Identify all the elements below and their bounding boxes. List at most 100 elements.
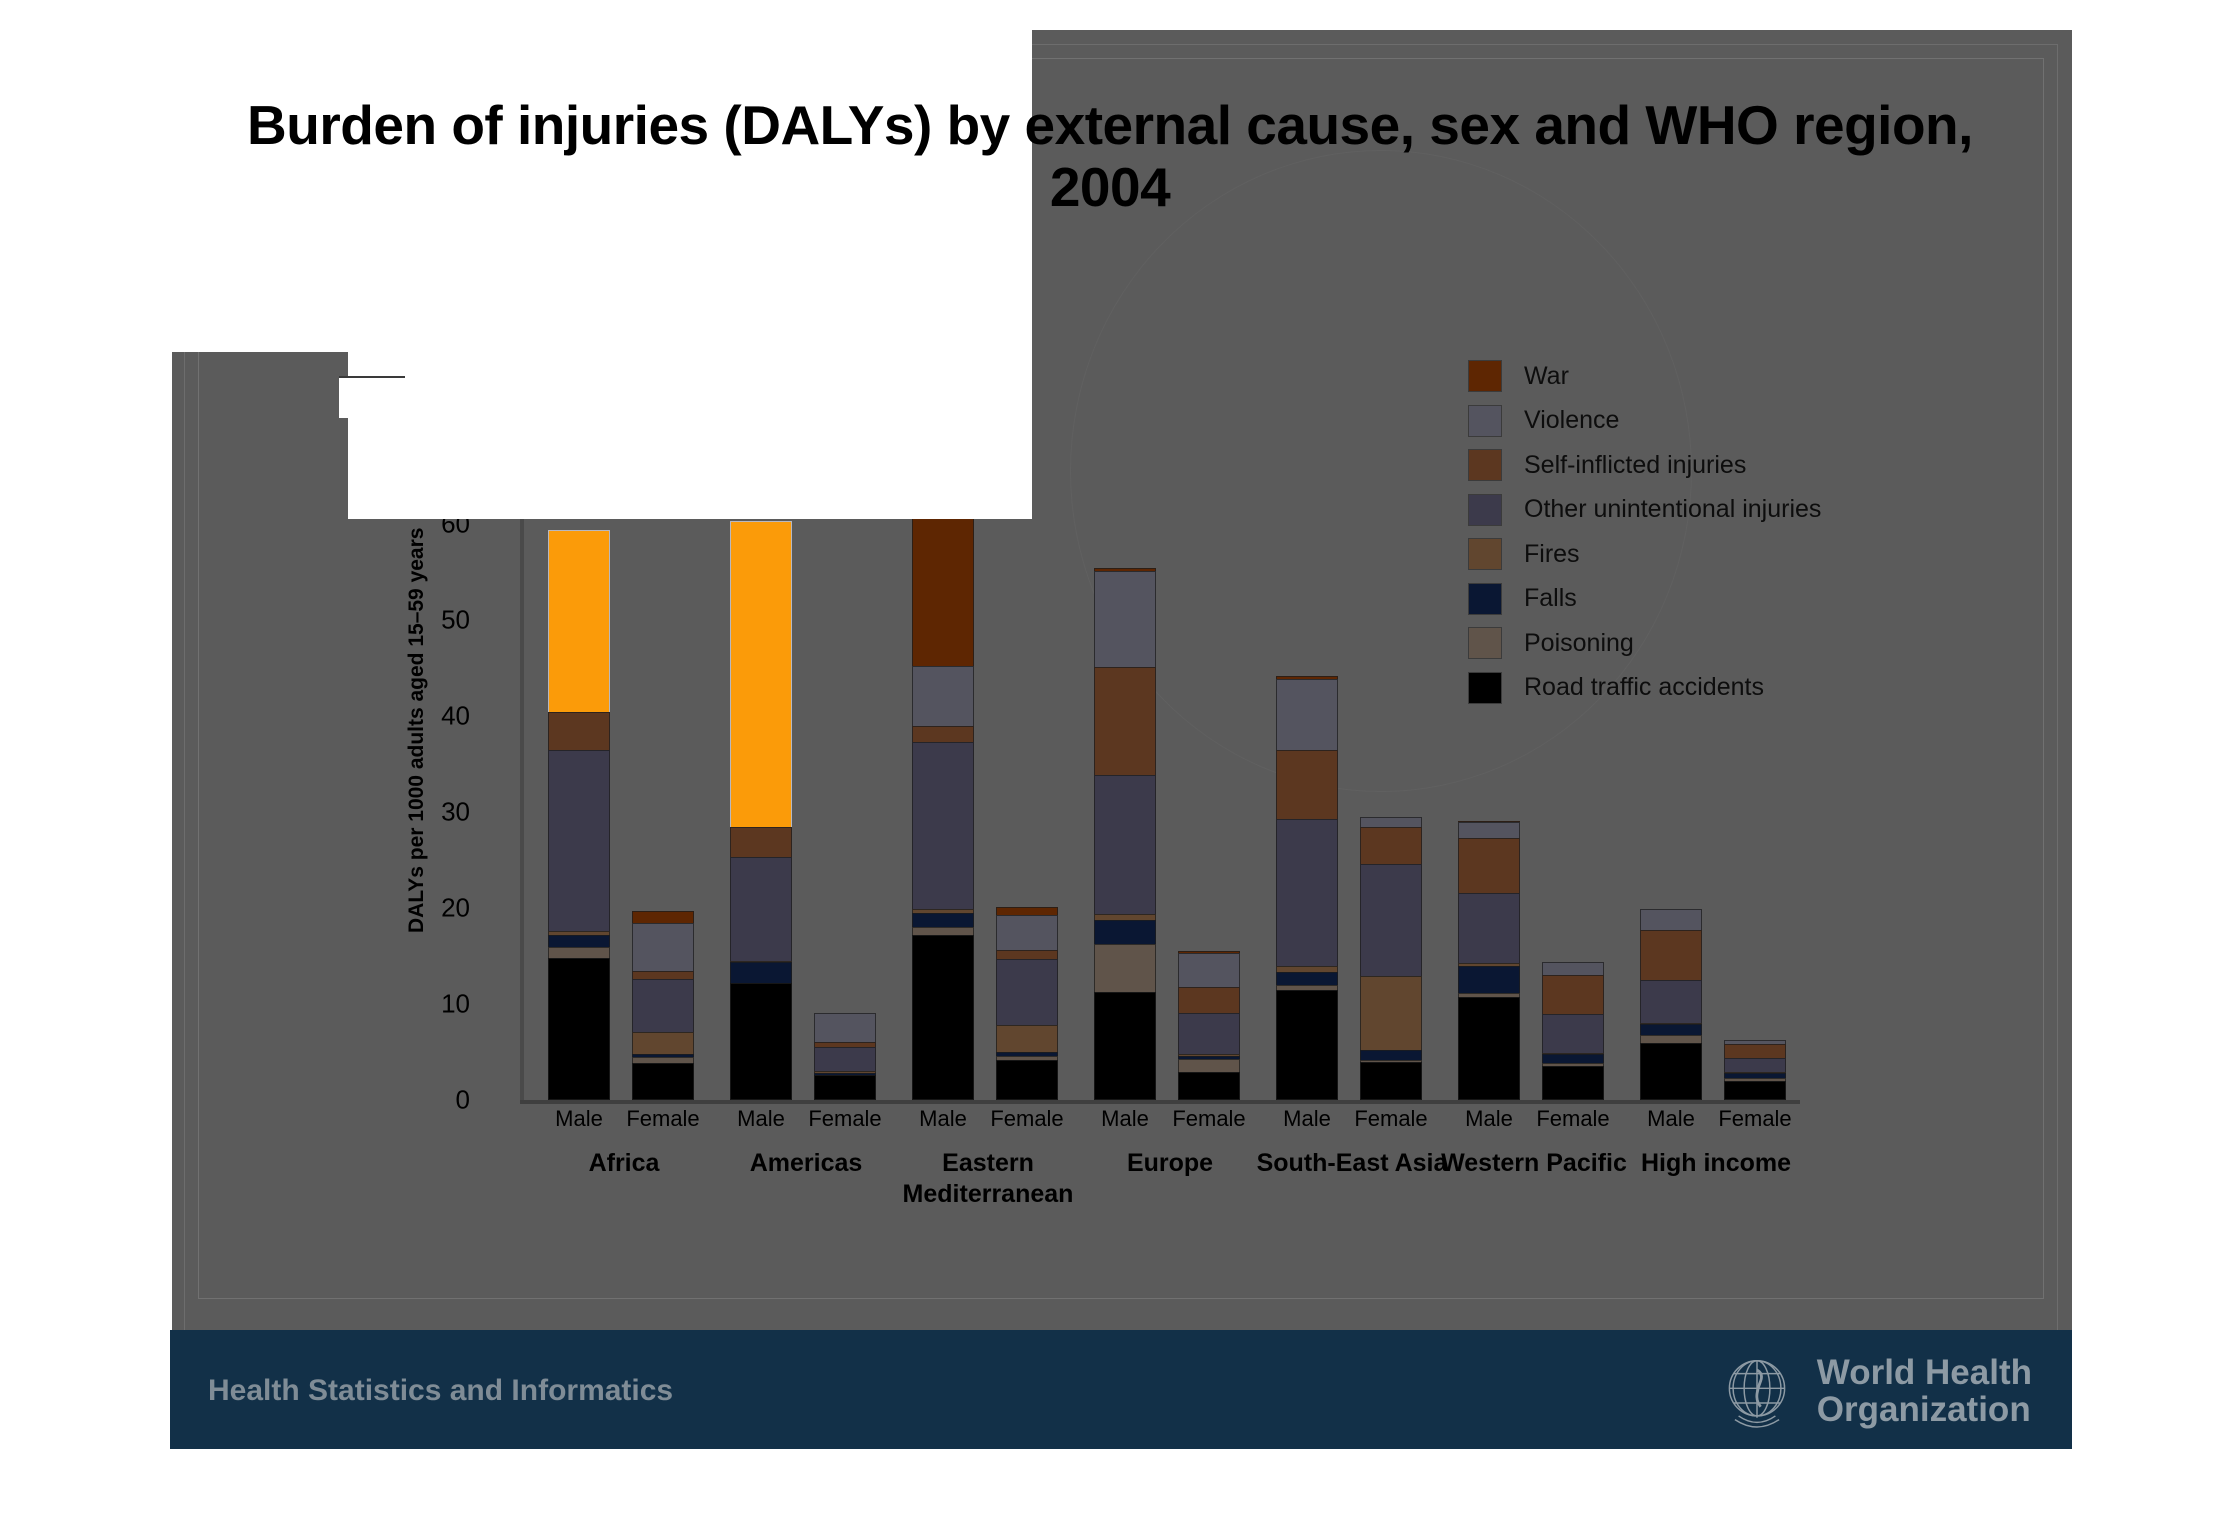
bar-segment: [1094, 774, 1156, 915]
x-axis-region-label: Africa: [588, 1149, 660, 1177]
stacked-bar[interactable]: [1178, 951, 1240, 1100]
bar-segment: [1724, 1080, 1786, 1100]
x-axis-sex-label: Male: [737, 1106, 785, 1131]
bar-segment: [996, 1024, 1058, 1054]
x-axis-sex-label: Female: [1172, 1106, 1246, 1131]
page-title: Burden of injuries (DALYs) by external c…: [247, 94, 1973, 218]
x-axis-sex-label: Male: [919, 1106, 967, 1131]
bar-segment: [1458, 965, 1520, 995]
who-logo: World Health Organization: [1709, 1346, 2032, 1438]
bar-group: Male Female Americas: [714, 332, 896, 1177]
bar-group: Male Female Europe: [1078, 332, 1260, 1177]
bar-segment: [1276, 819, 1338, 968]
bar-segment: [1640, 980, 1702, 1025]
bar-segment: [548, 712, 610, 752]
bar-segment: [912, 934, 974, 1100]
y-tick-label: 50: [441, 604, 470, 635]
stacked-bar[interactable]: [996, 907, 1058, 1100]
bar-segment: [1178, 1012, 1240, 1056]
legend-item[interactable]: Violence: [1468, 404, 1821, 437]
x-axis-region-label: Americas: [749, 1149, 863, 1177]
bar-segment: [996, 959, 1058, 1027]
x-axis-sex-label: Male: [1465, 1106, 1513, 1131]
bar-segment: [1458, 822, 1520, 840]
bar-segment: [1542, 1066, 1604, 1100]
bar-segment: [1178, 986, 1240, 1015]
bar-segment: [632, 922, 694, 973]
legend-swatch-violence: [1468, 404, 1502, 437]
legend-item[interactable]: Other unintentional injuries: [1468, 493, 1821, 526]
bar-segment: [632, 1031, 694, 1056]
bar-segment: [1458, 837, 1520, 895]
legend-label: Falls: [1524, 584, 1577, 612]
y-tick-label: 30: [441, 796, 470, 827]
bar-segment: [730, 520, 792, 829]
bar-segment: [730, 982, 792, 1100]
bar-segment: [814, 1046, 876, 1073]
stacked-bar[interactable]: [814, 1013, 876, 1100]
bar-segment: [1360, 827, 1422, 866]
x-axis-sex-label: Female: [808, 1106, 882, 1131]
stacked-bar[interactable]: [632, 910, 694, 1100]
bar-segment: [1542, 974, 1604, 1016]
bar-segment: [632, 1062, 694, 1100]
x-axis-sex-label: Female: [626, 1106, 700, 1131]
y-tick-label: 40: [441, 700, 470, 731]
bar-segment: [548, 530, 610, 714]
overlay-white-panel-lower: [348, 352, 1032, 519]
x-axis-sex-label: Male: [1283, 1106, 1331, 1131]
bar-segment: [912, 742, 974, 911]
stacked-bar[interactable]: [548, 530, 610, 1100]
bar-segment: [1094, 944, 1156, 994]
stacked-bar[interactable]: [1276, 675, 1338, 1100]
legend-label: War: [1524, 361, 1569, 390]
bar-segment: [730, 826, 792, 859]
chart-legend: War Violence Self-inflicted injuries Other …: [1468, 360, 1821, 716]
stacked-bar[interactable]: [1542, 962, 1604, 1100]
bar-segment: [814, 1075, 876, 1100]
stacked-bar[interactable]: [1360, 817, 1422, 1100]
y-tick-label: 10: [441, 988, 470, 1019]
bar-segment: [548, 957, 610, 1100]
legend-item[interactable]: Fires: [1468, 538, 1821, 570]
legend-swatch-war: [1468, 360, 1502, 392]
bar-segment: [1178, 952, 1240, 989]
stacked-bar[interactable]: [1724, 1039, 1786, 1100]
bar-segment: [1094, 570, 1156, 669]
bar-group: Male Female High income: [1624, 332, 1806, 1177]
overlay-white-top-margin: [1032, 0, 2216, 30]
bar-segment: [730, 962, 792, 985]
bar-segment: [1360, 1061, 1422, 1100]
stacked-bar[interactable]: [1458, 820, 1520, 1100]
slide-frame-inner: [198, 58, 2044, 1299]
x-axis-region-label: Europe: [1126, 1149, 1214, 1177]
who-emblem-icon: [1728, 1359, 1786, 1428]
bar-segment: [730, 856, 792, 963]
legend-item[interactable]: Falls: [1468, 582, 1821, 615]
bar-segment: [1542, 1013, 1604, 1055]
legend-swatch-other: [1468, 493, 1502, 526]
legend-swatch-falls: [1468, 582, 1502, 615]
legend-item[interactable]: War: [1468, 360, 1821, 392]
x-axis-sex-label: Female: [1718, 1106, 1792, 1131]
bar-segment: [1458, 997, 1520, 1100]
y-tick-label: 20: [441, 892, 470, 923]
footer-bar: Health Statistics and Informatics World …: [170, 1330, 2072, 1449]
bar-group: Male Female Africa: [532, 332, 714, 1177]
bar-segment: [1360, 864, 1422, 978]
legend-item[interactable]: Self-inflicted injuries: [1468, 449, 1821, 481]
legend-item[interactable]: Road traffic accidents: [1468, 671, 1821, 704]
stacked-bar[interactable]: [912, 463, 974, 1100]
legend-swatch-fires: [1468, 538, 1502, 570]
legend-item[interactable]: Poisoning: [1468, 627, 1821, 659]
stacked-bar[interactable]: [1094, 568, 1156, 1100]
stacked-bar[interactable]: [730, 520, 792, 1100]
y-tick-label: 0: [455, 1084, 470, 1115]
bar-segment: [912, 666, 974, 728]
bar-segment: [1094, 919, 1156, 946]
overlay-white-right-margin: [2072, 0, 2216, 1530]
bar-segment: [814, 1013, 876, 1044]
stacked-bar[interactable]: [1640, 909, 1702, 1100]
footer-text: Health Statistics and Informatics: [208, 1374, 674, 1407]
